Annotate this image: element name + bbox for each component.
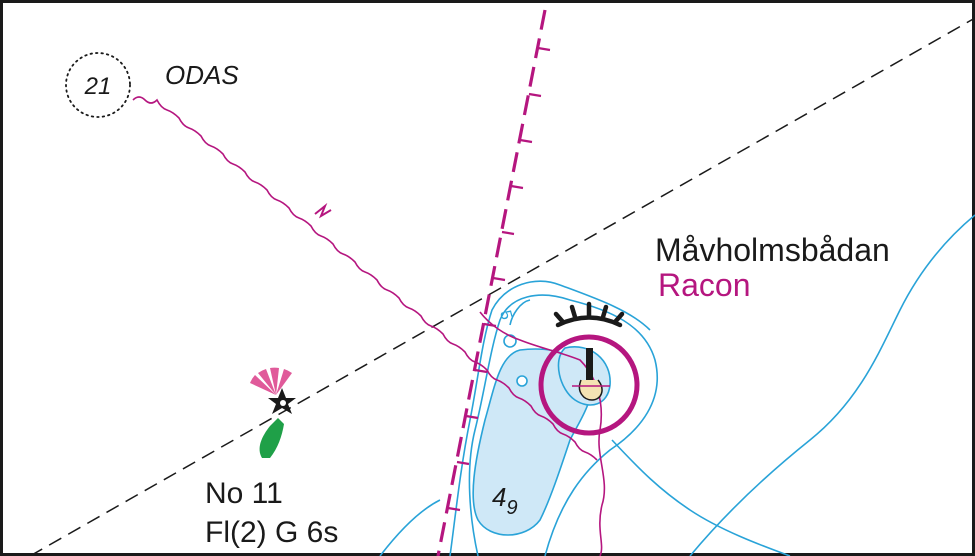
rock-symbol xyxy=(578,379,603,401)
shoal-name-label: Måvholmsbådan xyxy=(655,232,890,268)
depth-contour-outer xyxy=(449,280,651,556)
buoy-position-dot xyxy=(280,400,286,406)
depth-contour-sw xyxy=(379,499,441,556)
submarine-cable xyxy=(132,96,598,461)
depth-contour-coastline xyxy=(689,214,975,556)
buoy-name-label: No 11 xyxy=(205,477,283,510)
green-buoy xyxy=(250,367,296,458)
green-light-flare xyxy=(259,418,284,458)
buoy-light-label: Fl(2) G 6s xyxy=(205,516,338,549)
depth-contour-5m xyxy=(468,294,658,556)
odas-label: ODAS xyxy=(165,60,239,90)
cable-lightning-symbol xyxy=(314,202,332,219)
sounding-subscript: 9 xyxy=(506,497,517,519)
sounding-main: 4 xyxy=(492,482,506,512)
maritime-limit-line xyxy=(436,9,547,556)
contour-depth-label: 5 xyxy=(496,309,515,322)
contour-ring-2 xyxy=(516,375,528,387)
odas-dotted-circle xyxy=(65,52,131,118)
depth-contour-east xyxy=(611,439,791,556)
beacon-topmark xyxy=(553,301,625,328)
beacon-pole xyxy=(586,348,593,386)
leading-line xyxy=(29,17,975,556)
odas-number: 21 xyxy=(84,73,112,100)
racon-circle xyxy=(538,334,640,436)
light-sector-fan xyxy=(250,367,292,395)
depth-contour-fragment xyxy=(509,299,531,326)
depth-sounding: 49 xyxy=(492,482,518,519)
racon-label: Racon xyxy=(658,267,751,303)
